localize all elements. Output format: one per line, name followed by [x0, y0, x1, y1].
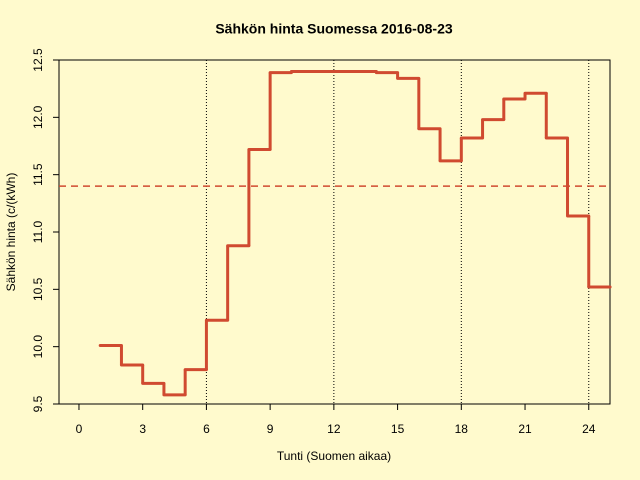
x-tick-label: 21: [518, 422, 532, 436]
x-tick-label: 3: [139, 422, 146, 436]
y-tick-label: 9.5: [31, 395, 45, 412]
chart-title: Sähkön hinta Suomessa 2016-08-23: [215, 21, 453, 37]
y-tick-label: 12.5: [31, 48, 45, 72]
y-tick-label: 10.5: [31, 277, 45, 301]
x-tick-label: 12: [327, 422, 341, 436]
plot-frame: [58, 59, 611, 405]
x-tick-label: 18: [455, 422, 469, 436]
x-tick-label: 9: [267, 422, 274, 436]
x-tick-label: 24: [582, 422, 596, 436]
x-axis-label: Tunti (Suomen aikaa): [277, 449, 391, 463]
y-tick-label: 11.5: [31, 163, 45, 186]
x-tick-label: 15: [391, 422, 405, 436]
y-axis-label: Sähkön hinta (c/(kWh): [4, 173, 18, 292]
y-tick-label: 12.0: [31, 105, 45, 129]
x-tick-label: 6: [203, 422, 210, 436]
x-tick-label: 0: [76, 422, 83, 436]
y-tick-label: 10.0: [31, 335, 45, 359]
y-tick-label: 11.0: [31, 220, 45, 243]
